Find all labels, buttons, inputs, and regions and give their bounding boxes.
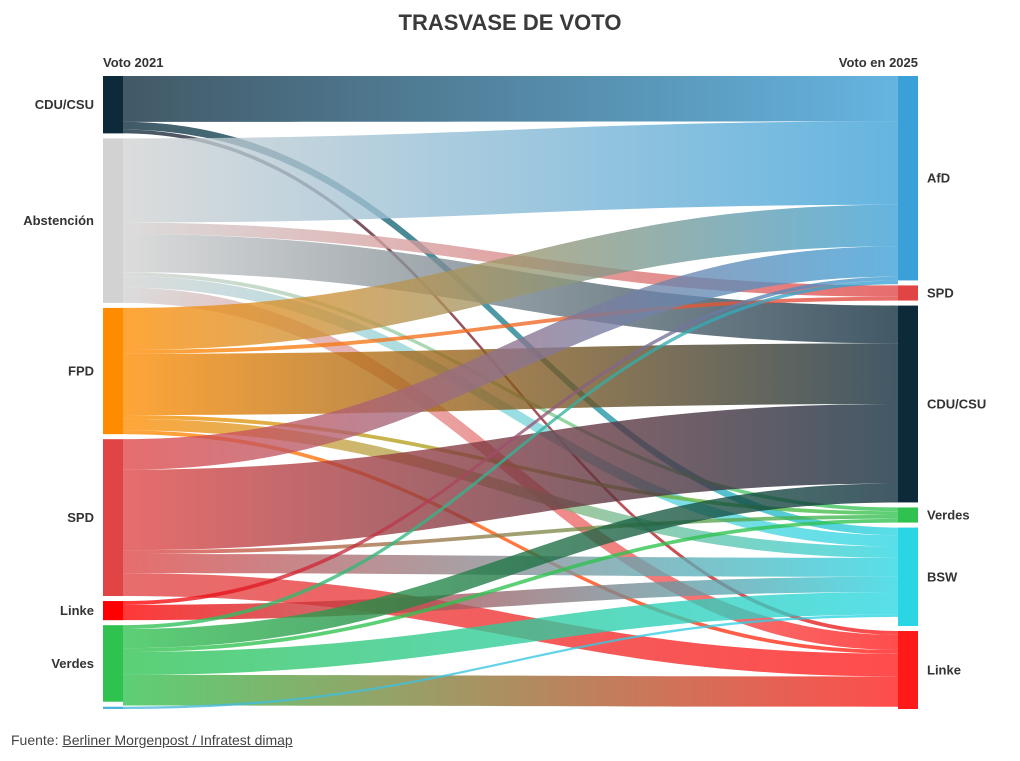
left-column-header: Voto 2021 [103,55,164,70]
left-node-label-fpd-2: FPD [68,364,94,379]
flow-fpd-2-to-linke-5[interactable] [123,430,898,654]
flow-verdes-5-to-verdes-3[interactable] [123,518,898,652]
flow-verdes-5-to-cdu-csu-2[interactable] [123,483,898,649]
source-link[interactable]: Berliner Morgenpost / Infratest dimap [62,732,293,748]
flow-cdu-csu-0-to-bsw-4[interactable] [123,121,898,536]
right-node-linke-5[interactable] [898,631,918,709]
left-node-linke-4[interactable] [103,601,123,621]
right-node-label-verdes-3: Verdes [927,508,970,523]
source-note: Fuente: Berliner Morgenpost / Infratest … [11,732,293,748]
flow-verdes-5-to-afd-0[interactable] [123,280,898,630]
flow-fpd-2-to-afd-0[interactable] [123,204,898,351]
flow-spd-3-to-afd-0[interactable] [123,246,898,470]
flow-linke-4-to-bsw-4[interactable] [123,576,898,621]
chart-title: TRASVASE DE VOTO [398,10,622,35]
flow-verdes-5-to-linke-5[interactable] [123,674,898,707]
links-layer [123,76,898,709]
left-node-label-verdes-5: Verdes [51,656,94,671]
labels-layer: CDU/CSU Abstención FPD SPD Linke Verdes AfD SPD… [23,97,986,677]
right-node-label-afd-0: AfD [927,171,950,186]
left-node-verdes-5[interactable] [103,625,123,702]
right-node-afd-0[interactable] [898,76,918,281]
flow-abstenci-n-1-to-afd-0[interactable] [123,121,898,223]
source-prefix: Fuente: [11,732,63,748]
flow-verdes-5-to-bsw-4[interactable] [123,591,898,675]
flow-fpd-2-to-spd-1[interactable] [123,296,898,354]
right-node-label-bsw-4: BSW [927,569,958,584]
right-column-header: Voto en 2025 [838,55,918,70]
flow-spd-3-to-cdu-csu-2[interactable] [123,404,898,551]
right-node-label-spd-1: SPD [927,286,954,301]
left-node-unlabeled-6[interactable] [103,706,123,709]
left-node-spd-3[interactable] [103,439,123,597]
left-node-cdu-csu-0[interactable] [103,76,123,134]
flow-fpd-2-to-cdu-csu-2[interactable] [123,343,898,416]
right-node-verdes-3[interactable] [898,507,918,523]
right-node-label-linke-5: Linke [927,663,961,678]
right-node-spd-1[interactable] [898,285,918,301]
left-node-label-spd-3: SPD [67,510,94,525]
right-node-bsw-4[interactable] [898,527,918,627]
right-node-cdu-csu-2[interactable] [898,305,918,503]
flow-unlabeled-6-to-bsw-4[interactable] [123,614,898,709]
flow-linke-4-to-afd-0[interactable] [123,276,898,605]
flow-cdu-csu-0-to-afd-0[interactable] [123,76,898,122]
left-node-label-abstenci-n-1: Abstención [23,213,94,228]
left-node-abstenci-n-1[interactable] [103,138,123,303]
flow-abstenci-n-1-to-bsw-4[interactable] [123,276,898,547]
left-node-label-cdu-csu-0: CDU/CSU [35,97,94,112]
right-node-label-cdu-csu-2: CDU/CSU [927,397,986,412]
nodes-layer [103,76,918,709]
flow-spd-3-to-verdes-3[interactable] [123,515,898,554]
left-node-label-linke-4: Linke [60,603,94,618]
left-node-fpd-2[interactable] [103,307,123,435]
